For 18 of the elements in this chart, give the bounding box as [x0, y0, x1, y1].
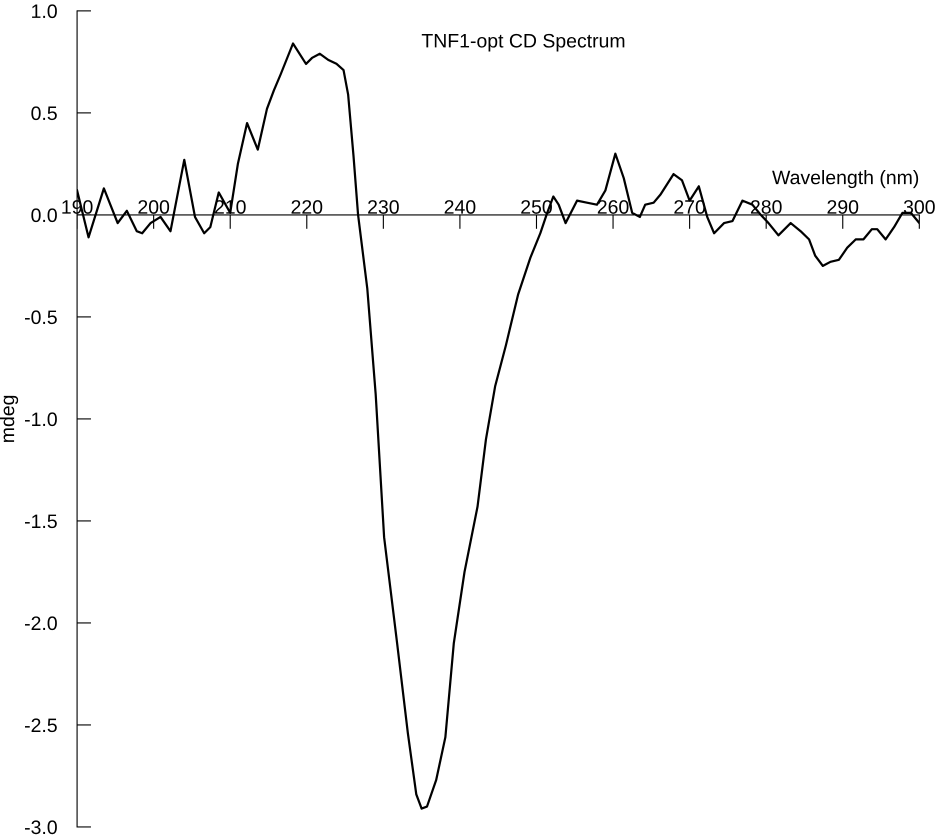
y-tick-label: 0.5: [31, 106, 57, 120]
x-tick-label: 230: [368, 200, 399, 214]
x-tick-label: 290: [828, 200, 858, 214]
y-tick-label: -2.5: [24, 718, 57, 732]
x-tick-label: 220: [292, 200, 322, 214]
x-tick-label: 260: [598, 200, 629, 214]
y-tick-label: -1.0: [24, 412, 57, 426]
x-tick-label: 240: [444, 200, 476, 214]
y-tick-label: -1.5: [24, 514, 57, 528]
y-tick-label: -3.0: [24, 820, 57, 834]
y-tick-label: 1.0: [32, 4, 57, 18]
x-axis-title: Wavelength (nm): [772, 170, 918, 188]
x-tick-label: 200: [138, 200, 170, 214]
y-tick-label: -2.0: [24, 616, 57, 630]
y-tick-label: -0.5: [24, 310, 57, 324]
y-tick-label: 0.0: [31, 208, 57, 222]
text: TNF1-opt CD Spectrum: [422, 34, 624, 52]
y-axis-title: mdeg: [0, 396, 18, 442]
